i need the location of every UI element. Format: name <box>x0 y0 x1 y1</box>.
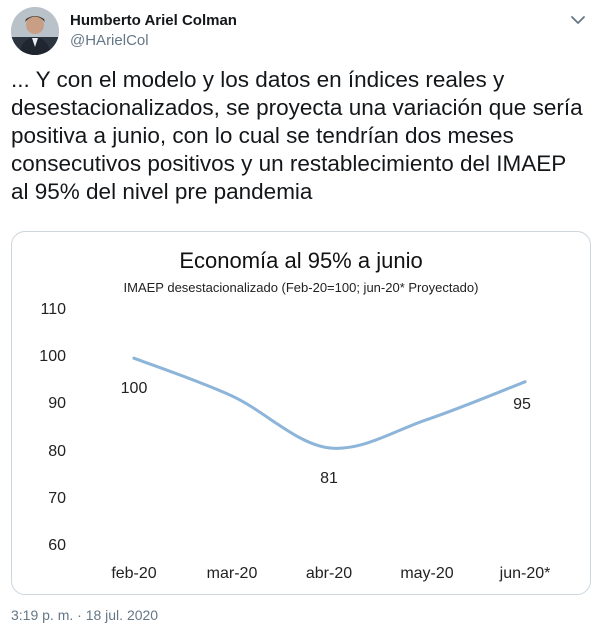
x-tick-label: abr-20 <box>305 565 353 582</box>
x-tick-label: feb-20 <box>111 565 157 582</box>
chart-subtitle: IMAEP desestacionalizado (Feb-20=100; ju… <box>123 280 479 295</box>
data-label: 81 <box>320 469 338 487</box>
avatar-image <box>11 7 59 55</box>
tweet-timestamp[interactable]: 3:19 p. m. · 18 jul. 2020 <box>11 607 159 623</box>
x-tick-label: may-20 <box>400 565 454 582</box>
y-tick-label: 60 <box>48 537 66 554</box>
line-chart <box>132 356 527 450</box>
y-tick-label: 70 <box>48 489 66 507</box>
y-tick-label: 80 <box>48 442 66 460</box>
avatar[interactable] <box>11 7 59 55</box>
data-label: 95 <box>513 395 531 413</box>
chart-image-card[interactable]: Economía al 95% a junio IMAEP desestacio… <box>11 231 591 595</box>
data-label: 100 <box>120 380 148 398</box>
data-point <box>327 446 331 450</box>
y-tick-label: 110 <box>40 301 66 318</box>
data-point <box>425 418 429 422</box>
tweet-text: ... Y con el modelo y los datos en índic… <box>11 67 583 204</box>
series-line <box>132 356 527 450</box>
y-tick-label: 90 <box>48 395 66 413</box>
y-tick-label: 100 <box>39 348 66 366</box>
data-point <box>230 394 234 398</box>
x-tick-label: jun-20* <box>499 565 551 582</box>
x-tick-label: mar-20 <box>206 565 258 582</box>
data-point <box>523 380 527 384</box>
chevron-down-icon[interactable] <box>566 8 590 32</box>
data-point <box>132 356 136 360</box>
author-name[interactable]: Humberto Ariel Colman <box>70 12 237 29</box>
chart-title: Economía al 95% a junio <box>179 248 423 273</box>
author-handle[interactable]: @HArielCol <box>70 32 149 49</box>
